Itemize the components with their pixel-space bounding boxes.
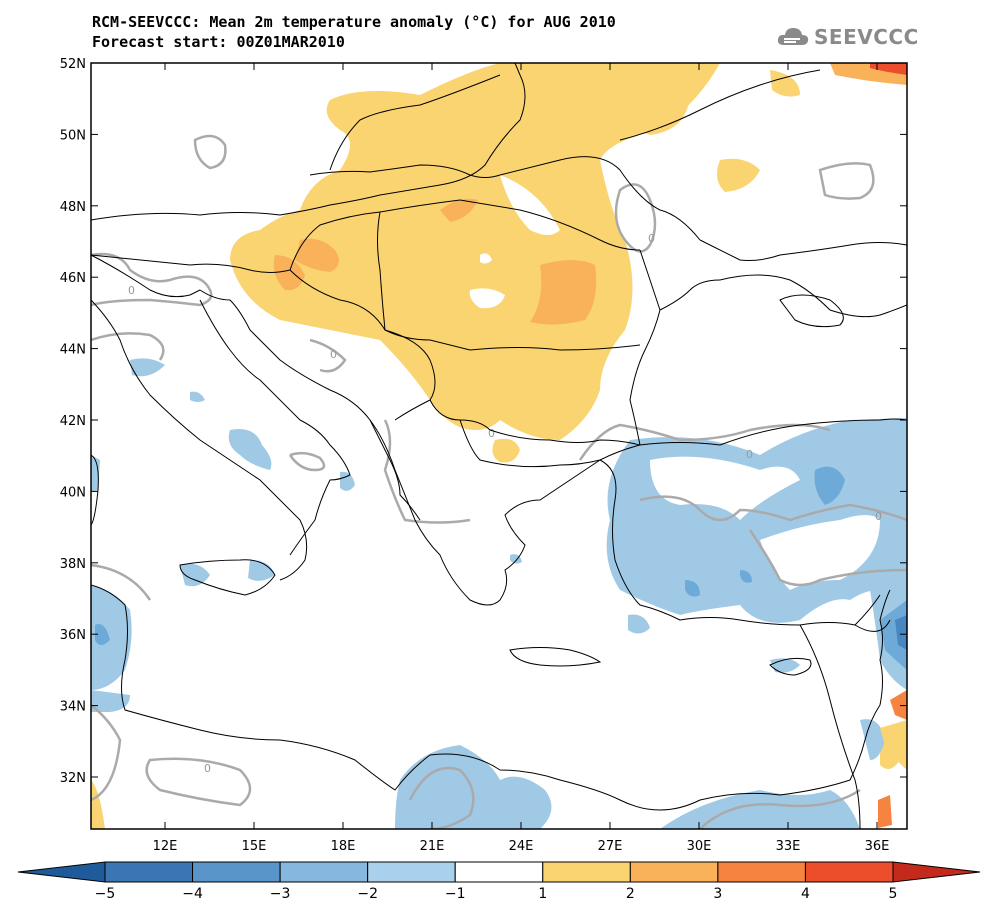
zero-contours bbox=[91, 134, 907, 829]
colorbar-segment bbox=[279, 861, 369, 883]
lat-tick-label: 38N bbox=[60, 557, 86, 572]
latitude-axis: 52N 50N 48N 46N 44N 42N 40N 38N 36N 34N 32N bbox=[60, 57, 907, 786]
colorbar-label: 2 bbox=[626, 886, 635, 902]
map-panel: 0 0 0 0 0 0 0 bbox=[90, 62, 908, 830]
lon-tick-label: 30E bbox=[687, 839, 712, 854]
contour-label: 0 bbox=[128, 284, 135, 297]
lat-tick-label: 36N bbox=[60, 628, 86, 643]
contour-label: 0 bbox=[330, 348, 337, 361]
coastlines-borders bbox=[91, 63, 907, 829]
colorbar-label: −5 bbox=[95, 886, 116, 902]
colorbar-label: 3 bbox=[713, 886, 722, 902]
lat-tick-label: 50N bbox=[60, 128, 86, 143]
lat-tick-label: 52N bbox=[60, 57, 86, 72]
seevccc-logo: SEEVCCC bbox=[776, 22, 919, 52]
lon-tick-label: 15E bbox=[242, 839, 267, 854]
colorbar-label: −2 bbox=[357, 886, 378, 902]
colorbar-label: −3 bbox=[270, 886, 291, 902]
lat-tick-label: 34N bbox=[60, 700, 86, 715]
colorbar-segment bbox=[629, 861, 719, 883]
longitude-axis: 12E 15E 18E 21E 24E 27E 30E 33E 36E bbox=[153, 63, 890, 854]
lon-tick-label: 27E bbox=[598, 839, 623, 854]
anomaly-area-warm-north bbox=[605, 70, 690, 135]
logo-text: SEEVCCC bbox=[814, 25, 919, 49]
colorbar-segment bbox=[804, 861, 894, 883]
anomaly-area-warm-east bbox=[716, 158, 760, 192]
anomaly-area-warm-ne bbox=[770, 70, 800, 97]
colorbar: −5 −4 −3 −2 −1 1 2 3 4 5 bbox=[17, 861, 981, 902]
lat-tick-label: 46N bbox=[60, 271, 86, 286]
anomaly-area-warm-strong-3 bbox=[530, 260, 597, 325]
cloud-icon bbox=[777, 28, 809, 45]
lon-tick-label: 33E bbox=[776, 839, 801, 854]
colorbar-label: 1 bbox=[538, 886, 547, 902]
anomaly-area-warm-strong-1 bbox=[295, 238, 339, 272]
contour-label: 0 bbox=[648, 232, 655, 245]
contour-labels: 0 0 0 0 0 0 0 bbox=[128, 232, 882, 775]
anomaly-area-warm-libya bbox=[91, 780, 105, 829]
colorbar-max-arrow bbox=[892, 861, 981, 883]
colorbar-label: 4 bbox=[801, 886, 810, 902]
anomaly-area-warm-strong-4 bbox=[440, 198, 478, 222]
lat-tick-label: 48N bbox=[60, 200, 86, 215]
contour-label: 0 bbox=[488, 427, 495, 440]
lat-tick-label: 44N bbox=[60, 343, 86, 358]
colorbar-label: −4 bbox=[182, 886, 203, 902]
colorbar-segment bbox=[367, 861, 456, 883]
lon-tick-label: 18E bbox=[331, 839, 356, 854]
lat-tick-label: 32N bbox=[60, 771, 86, 786]
lat-tick-label: 42N bbox=[60, 414, 86, 429]
colorbar-segment bbox=[192, 861, 281, 883]
lon-tick-label: 12E bbox=[153, 839, 178, 854]
anomaly-area-warm-strong-2 bbox=[273, 255, 305, 291]
contour-label: 0 bbox=[875, 510, 882, 523]
colorbar-label: 5 bbox=[889, 886, 898, 902]
title-line-2: Forecast start: 00Z01MAR2010 bbox=[92, 33, 345, 51]
colorbar-segment bbox=[104, 861, 194, 883]
chart-title: RCM-SEEVCCC: Mean 2m temperature anomaly… bbox=[92, 12, 616, 52]
title-line-1: RCM-SEEVCCC: Mean 2m temperature anomaly… bbox=[92, 13, 616, 31]
colorbar-label: −1 bbox=[445, 886, 466, 902]
colorbar-min-arrow bbox=[17, 861, 106, 883]
anomaly-area-warm-bg bbox=[492, 438, 520, 463]
lon-tick-label: 36E bbox=[865, 839, 890, 854]
anomaly-area-warm-main bbox=[230, 63, 720, 440]
colorbar-segment bbox=[454, 861, 544, 883]
colorbar-segment bbox=[542, 861, 631, 883]
lon-tick-label: 21E bbox=[420, 839, 445, 854]
lat-tick-label: 40N bbox=[60, 485, 86, 500]
contour-label: 0 bbox=[746, 448, 753, 461]
contour-label: 0 bbox=[204, 762, 211, 775]
lon-tick-label: 24E bbox=[509, 839, 534, 854]
map-frame bbox=[90, 62, 908, 830]
colorbar-segment bbox=[717, 861, 806, 883]
